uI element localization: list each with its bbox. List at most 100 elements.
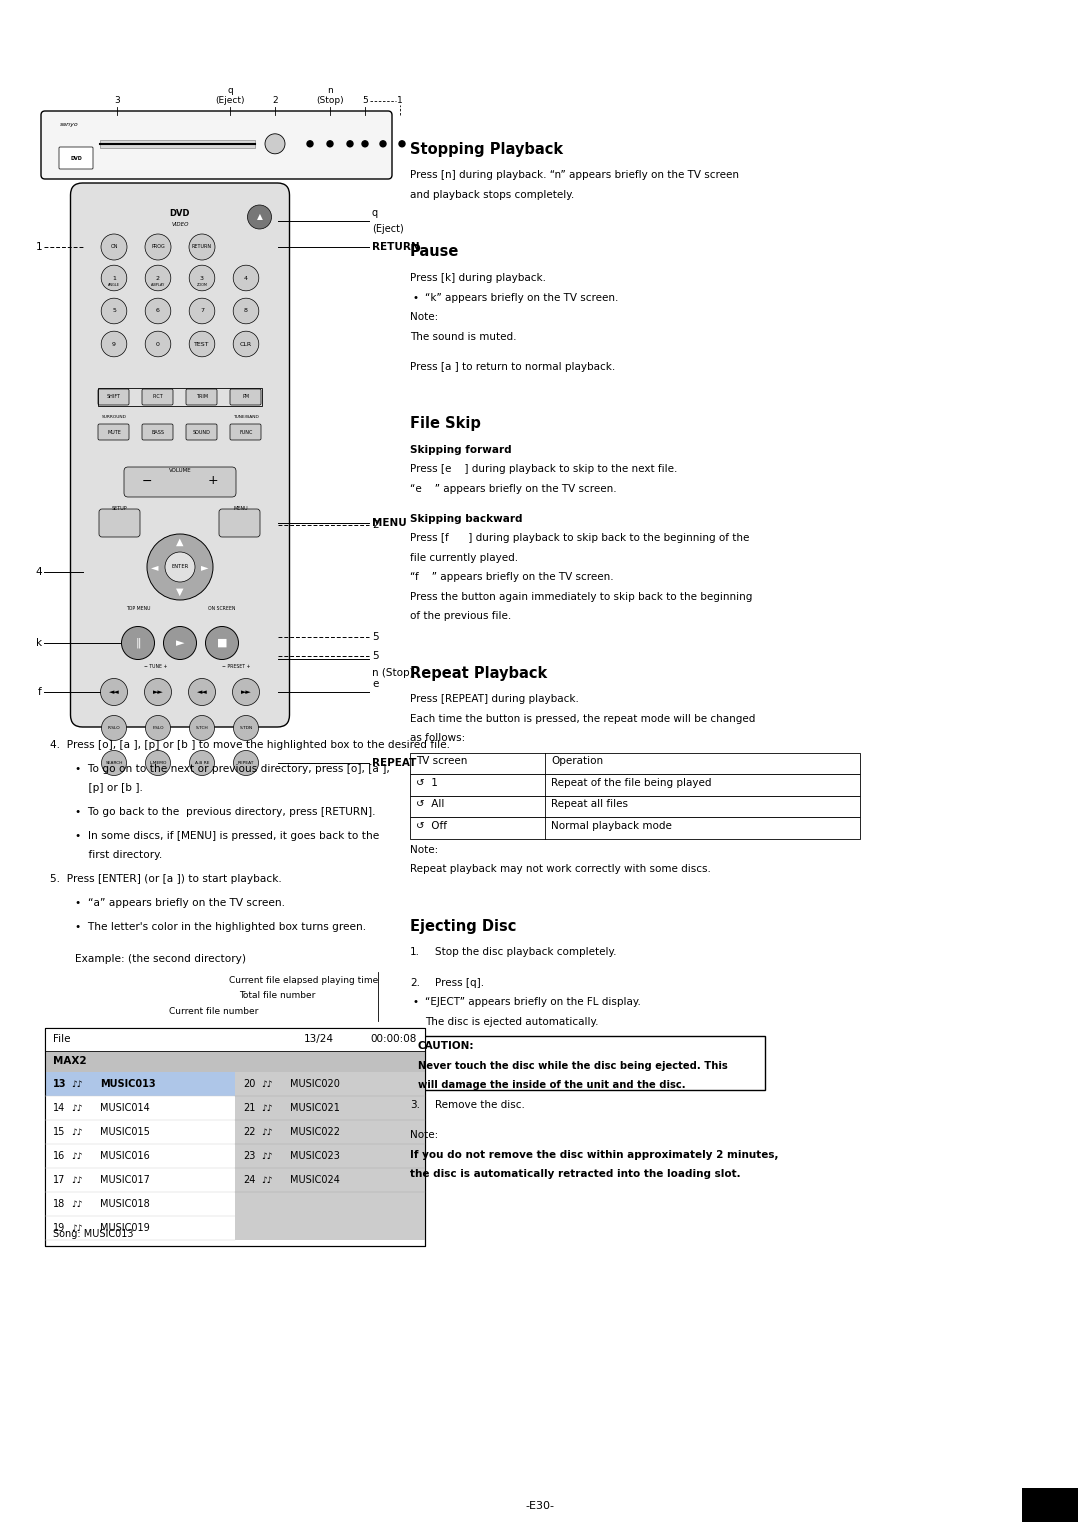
Text: 3: 3 — [114, 96, 120, 105]
FancyBboxPatch shape — [124, 468, 237, 497]
Bar — [45, 1028, 426, 1245]
FancyBboxPatch shape — [98, 390, 129, 405]
Circle shape — [145, 298, 171, 324]
Text: Press [e    ] during playback to skip to the next file.: Press [e ] during playback to skip to th… — [410, 465, 677, 474]
Text: The sound is muted.: The sound is muted. — [410, 332, 516, 341]
Text: ♪♪: ♪♪ — [71, 1103, 83, 1112]
Circle shape — [233, 266, 259, 290]
Bar — [410, 796, 860, 817]
Text: DVD: DVD — [170, 208, 190, 217]
Text: k: k — [36, 639, 42, 648]
Circle shape — [189, 234, 215, 260]
FancyBboxPatch shape — [59, 147, 93, 170]
Text: 1: 1 — [112, 275, 116, 281]
Text: 5.  Press [ENTER] (or [a ]) to start playback.: 5. Press [ENTER] (or [a ]) to start play… — [50, 874, 282, 885]
FancyBboxPatch shape — [230, 423, 261, 440]
Text: q: q — [227, 86, 233, 95]
Text: 00:00:08: 00:00:08 — [370, 1034, 417, 1044]
Text: ↺  All: ↺ All — [416, 799, 444, 810]
Text: ♪♪: ♪♪ — [71, 1128, 83, 1137]
Text: MAX2: MAX2 — [53, 1056, 86, 1067]
Circle shape — [189, 750, 215, 776]
Text: PM: PM — [242, 394, 249, 399]
FancyBboxPatch shape — [41, 112, 392, 179]
Text: 7: 7 — [200, 309, 204, 313]
Text: ♪♪: ♪♪ — [261, 1079, 273, 1088]
Text: “f    ” appears briefly on the TV screen.: “f ” appears briefly on the TV screen. — [410, 573, 613, 582]
Text: Repeat Playback: Repeat Playback — [410, 666, 548, 681]
Text: VIDEO: VIDEO — [172, 223, 189, 228]
Bar — [45, 1096, 235, 1120]
Text: Note:: Note: — [410, 1131, 438, 1140]
Text: 13/24: 13/24 — [303, 1034, 334, 1044]
Text: -E30-: -E30- — [526, 1500, 554, 1511]
Text: TRIM: TRIM — [195, 394, 208, 399]
Bar — [45, 1073, 235, 1096]
Text: Press [n] during playback. “n” appears briefly on the TV screen: Press [n] during playback. “n” appears b… — [410, 171, 739, 180]
Text: MENU: MENU — [233, 506, 248, 512]
Text: ■: ■ — [217, 639, 227, 648]
Circle shape — [233, 332, 259, 358]
Text: 6: 6 — [157, 309, 160, 313]
Text: •  In some discs, if [MENU] is pressed, it goes back to the: • In some discs, if [MENU] is pressed, i… — [75, 831, 379, 840]
Text: 4.  Press [o], [a ], [p] or [b ] to move the highlighted box to the desired file: 4. Press [o], [a ], [p] or [b ] to move … — [50, 740, 450, 750]
Text: TEST: TEST — [194, 341, 210, 347]
Circle shape — [347, 141, 353, 147]
Text: SEARCH: SEARCH — [105, 761, 123, 766]
Text: Each time the button is pressed, the repeat mode will be changed: Each time the button is pressed, the rep… — [410, 714, 755, 724]
Text: ♪♪: ♪♪ — [71, 1199, 83, 1209]
Text: n (Stop): n (Stop) — [372, 668, 414, 678]
Text: 2: 2 — [272, 96, 278, 105]
Text: (Stop): (Stop) — [316, 96, 343, 105]
Text: 1: 1 — [36, 241, 42, 252]
Text: ►►: ►► — [241, 689, 252, 695]
Text: 16: 16 — [53, 1151, 65, 1161]
Bar — [45, 1028, 426, 1245]
Text: PICT: PICT — [152, 394, 163, 399]
Circle shape — [102, 298, 126, 324]
Text: − TUNE +: − TUNE + — [145, 663, 167, 669]
Text: MUSIC019: MUSIC019 — [100, 1222, 150, 1233]
Text: ↺  1: ↺ 1 — [416, 778, 437, 788]
Text: Press [f      ] during playback to skip back to the beginning of the: Press [f ] during playback to skip back … — [410, 533, 750, 544]
Text: L.MEMO: L.MEMO — [149, 761, 166, 766]
FancyBboxPatch shape — [141, 390, 173, 405]
Text: (Eject): (Eject) — [215, 96, 245, 105]
Text: the disc is automatically retracted into the loading slot.: the disc is automatically retracted into… — [410, 1169, 741, 1180]
Text: Repeat all files: Repeat all files — [551, 799, 627, 810]
Text: R.SLO: R.SLO — [108, 726, 120, 730]
Text: ▲: ▲ — [257, 212, 262, 222]
Text: ♪♪: ♪♪ — [71, 1175, 83, 1184]
Text: 4: 4 — [244, 275, 248, 281]
Text: MUSIC020: MUSIC020 — [291, 1079, 340, 1089]
Bar — [1022, 1488, 1078, 1522]
Text: Press [q].: Press [q]. — [435, 978, 484, 987]
Text: Remove the disc.: Remove the disc. — [435, 1100, 525, 1111]
Bar — [45, 1216, 235, 1241]
Text: 1.: 1. — [410, 947, 420, 958]
Circle shape — [189, 332, 215, 358]
Circle shape — [146, 715, 171, 741]
Text: MUSIC022: MUSIC022 — [291, 1128, 340, 1137]
Circle shape — [233, 298, 259, 324]
Text: File Skip: File Skip — [410, 416, 481, 431]
Text: 18: 18 — [53, 1199, 65, 1209]
Text: ♪♪: ♪♪ — [261, 1175, 273, 1184]
Text: file currently played.: file currently played. — [410, 553, 518, 562]
Circle shape — [121, 626, 154, 660]
Text: SOUND: SOUND — [193, 429, 211, 434]
Text: 14: 14 — [53, 1103, 65, 1112]
Text: sanyo: sanyo — [60, 122, 79, 127]
Circle shape — [247, 205, 271, 229]
Text: S.TDN: S.TDN — [240, 726, 253, 730]
Circle shape — [232, 678, 259, 706]
Text: e: e — [372, 678, 378, 689]
Text: 24: 24 — [243, 1175, 255, 1186]
Bar — [45, 1144, 235, 1167]
Text: +: + — [207, 475, 218, 487]
Text: f: f — [38, 688, 42, 697]
Text: 9: 9 — [112, 341, 116, 347]
Text: Current file number: Current file number — [168, 1007, 258, 1016]
Text: S.TCH: S.TCH — [195, 726, 208, 730]
Text: Skipping backward: Skipping backward — [410, 513, 523, 524]
